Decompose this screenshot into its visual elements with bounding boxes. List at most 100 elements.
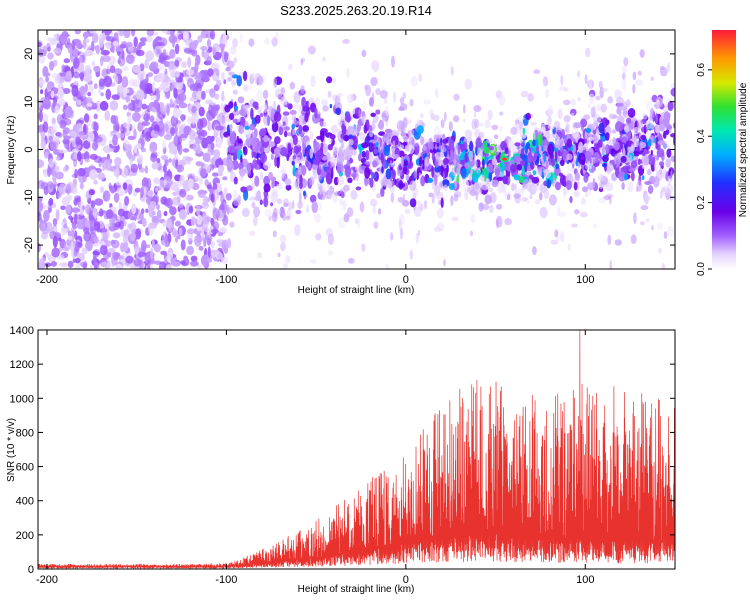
spectrogram-blob: [440, 119, 445, 129]
spectrogram-blob: [134, 187, 141, 193]
spectrogram-blob: [78, 54, 86, 64]
spectrogram-blob: [585, 127, 592, 134]
spectrogram-blob: [92, 32, 99, 44]
spectrogram-blob: [90, 200, 96, 209]
spectrogram-blob: [433, 114, 440, 122]
spectrogram-blob: [470, 230, 473, 237]
spectrogram-blob: [622, 65, 628, 73]
spectrogram-blob: [134, 246, 139, 255]
spectrogram-blob: [559, 211, 566, 217]
spectrogram-blob: [73, 81, 79, 86]
chart-title: S233.2025.263.20.19.R14: [280, 3, 432, 18]
spectrogram-blob: [598, 80, 603, 89]
spectrogram-blob: [190, 255, 198, 262]
spectrogram-blob: [618, 167, 622, 173]
spectrogram-blob: [76, 99, 82, 106]
spectrogram-blob: [381, 166, 384, 174]
spectrogram-blob: [591, 165, 594, 174]
spectrogram-blob: [125, 97, 130, 103]
spectrogram-blob: [248, 85, 252, 90]
spectrogram-blob: [310, 258, 318, 264]
spectrogram-blob: [473, 111, 477, 119]
spectrogram-blob: [214, 93, 220, 100]
colorbar-tick-label: 0.4: [696, 129, 707, 143]
spectrogram-blob: [416, 125, 424, 135]
spectrogram-blob: [535, 139, 539, 149]
spectrogram-blob: [303, 135, 311, 146]
spectrogram-blob: [226, 135, 231, 147]
spectrogram-blob: [244, 125, 250, 130]
spectrogram-blob: [496, 203, 503, 210]
spectrogram-blob: [647, 185, 654, 194]
spectrogram-blob: [626, 99, 631, 108]
spectrogram-blob: [320, 99, 329, 106]
spectrogram-blob: [138, 43, 142, 50]
snr-y-tick-label: 1200: [10, 359, 34, 371]
spectrogram-blob: [190, 115, 198, 125]
spectrogram-blob: [463, 104, 466, 114]
spectrogram-blob: [339, 198, 344, 206]
spectrogram-x-label: Height of straight line (km): [298, 285, 415, 296]
spectrogram-blob: [94, 198, 104, 206]
spectrogram-blob: [654, 124, 660, 134]
spectrogram-blob: [57, 87, 64, 100]
spectrogram-blob: [249, 230, 256, 237]
spectrogram-blob: [198, 246, 204, 251]
spectrogram-blob: [377, 122, 382, 129]
spectrogram-blob: [223, 79, 227, 85]
spectrogram-blob: [256, 89, 264, 102]
spectrogram-blob: [555, 127, 563, 133]
spectrogram-blob: [373, 134, 378, 141]
spectrogram-blob: [256, 190, 261, 201]
spectrogram-blob: [312, 157, 320, 165]
spectrogram-blob: [236, 136, 239, 141]
spectrogram-blob: [231, 110, 240, 116]
spectrogram-blob: [274, 88, 283, 99]
spectrogram-blob: [39, 89, 44, 95]
spectrogram-blob: [433, 226, 442, 232]
spectrogram-blob: [221, 71, 225, 82]
spectrogram-blob: [332, 145, 339, 152]
spectrogram-blob: [74, 195, 81, 200]
spectrogram-blob: [47, 166, 51, 178]
spectrogram-blob: [385, 168, 392, 180]
spectrogram-blob: [289, 81, 295, 90]
spectrogram-blob: [263, 135, 269, 143]
spectrogram-blob: [487, 109, 493, 121]
spectrogram-blob: [49, 60, 54, 71]
spectrogram-blob: [595, 145, 600, 152]
spectrogram-blob: [624, 124, 630, 133]
spectrogram-blob: [219, 227, 228, 233]
spectrogram-blob: [409, 180, 417, 191]
spectrogram-blob: [650, 149, 653, 156]
spectrogram-blob: [311, 201, 318, 214]
spectrogram-blob: [102, 145, 112, 154]
spectrogram-blob: [573, 153, 577, 162]
spectrogram-blob: [120, 216, 125, 221]
spectrogram-blob: [307, 45, 316, 55]
spectrogram-blob: [284, 126, 290, 131]
spectrogram-blob: [601, 87, 609, 93]
spectrogram-blob: [252, 101, 259, 109]
spectrogram-blob: [377, 208, 382, 215]
spectrogram-blob: [129, 231, 136, 241]
spectrogram-blob: [151, 81, 156, 93]
spectrogram-blob: [92, 253, 97, 265]
spectrogram-blob: [602, 143, 605, 156]
spectrogram-blob: [618, 171, 626, 182]
spectrogram-blob: [322, 56, 326, 62]
spectrogram-blobs: [38, 30, 675, 269]
spectrogram-blob: [182, 31, 189, 41]
spectrogram-blob: [349, 125, 358, 136]
spectrogram-blob: [164, 159, 169, 166]
spectrogram-blob: [186, 228, 195, 235]
spectrogram-blob: [358, 153, 362, 162]
spectrogram-blob: [665, 183, 674, 194]
spectrogram-blob: [172, 99, 178, 110]
spectrogram-blob: [543, 188, 550, 200]
spectrogram-blob: [284, 178, 292, 186]
spectrogram-blob: [322, 184, 327, 192]
spectrogram-blob: [179, 174, 185, 186]
spectrogram-blob: [554, 166, 561, 176]
snr-y-tick-label: 400: [16, 496, 34, 508]
